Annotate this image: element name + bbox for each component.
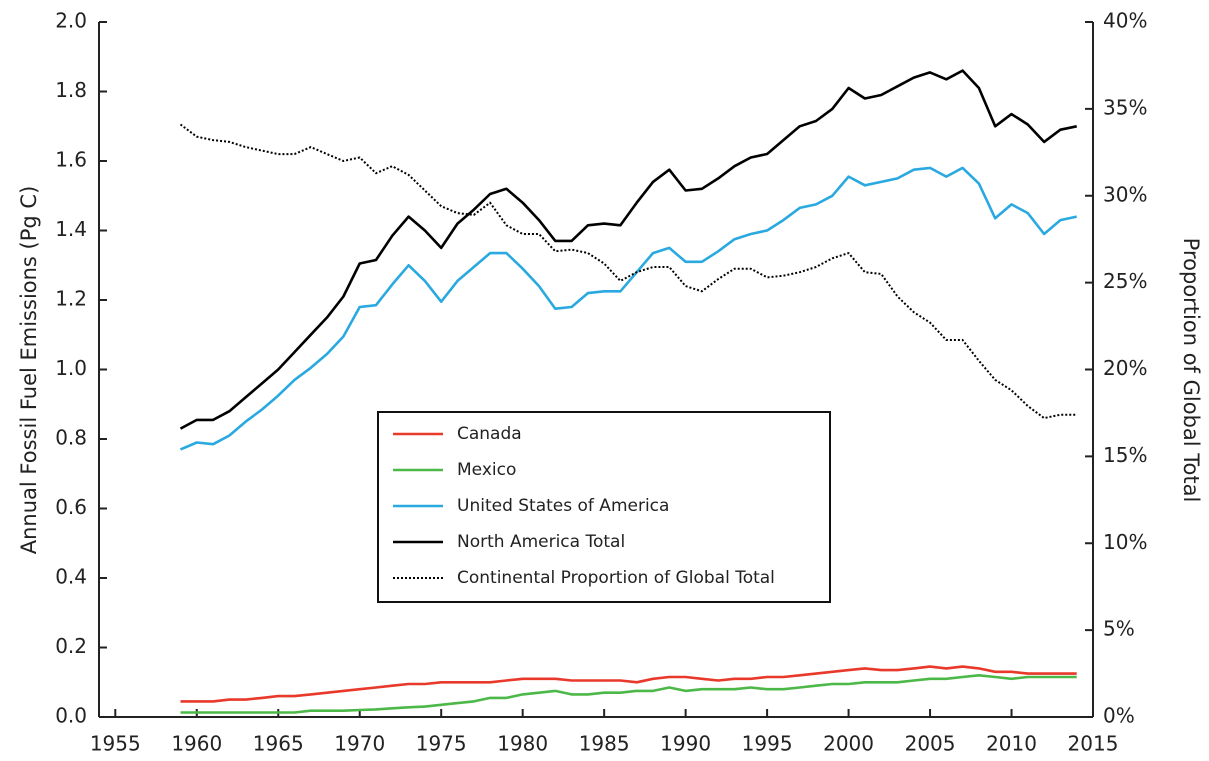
y2-tick-label: 10% [1103, 530, 1147, 554]
y2-tick-label: 35% [1103, 95, 1147, 119]
x-tick-label: 1955 [90, 732, 141, 756]
x-tick-label: 2000 [823, 732, 874, 756]
series-line [179, 69, 1077, 430]
x-tick-label: 1985 [579, 732, 630, 756]
series-line [180, 665, 1077, 703]
x-tick-label: 1990 [660, 732, 711, 756]
y2-tick-label: 30% [1103, 182, 1147, 206]
x-tick-label: 1965 [253, 732, 304, 756]
y-tick-label: 1.2 [55, 287, 87, 311]
y2-tick-label: 5% [1103, 617, 1135, 641]
y-tick-label: 1.4 [55, 217, 87, 241]
legend-label: Continental Proportion of Global Total [457, 568, 775, 588]
y-tick-label: 0.0 [55, 704, 87, 728]
y-tick-label: 1.0 [55, 356, 87, 380]
y2-tick-label: 20% [1103, 356, 1147, 380]
x-tick-label: 1960 [171, 732, 222, 756]
x-tick-label: 1995 [742, 732, 793, 756]
y-tick-label: 2.0 [55, 9, 87, 33]
x-tick-label: 1980 [497, 732, 548, 756]
y-tick-label: 1.8 [55, 78, 87, 102]
legend-box [377, 411, 831, 603]
y2-tick-label: 15% [1103, 443, 1147, 467]
y2-axis-label: Proportion of Global Total [1179, 238, 1203, 503]
y-tick-label: 0.2 [55, 634, 87, 658]
series-line [179, 166, 1077, 451]
y2-tick-label: 40% [1103, 9, 1147, 33]
y-tick-label: 0.6 [55, 495, 87, 519]
x-tick-label: 2010 [986, 732, 1037, 756]
legend: Canada Mexico United States of America Nort… [377, 411, 831, 603]
y2-tick-label: 25% [1103, 269, 1147, 293]
x-tick-label: 2015 [1068, 732, 1119, 756]
legend-label: United States of America [457, 496, 669, 516]
y-tick-label: 1.6 [55, 148, 87, 172]
legend-label: Mexico [457, 460, 516, 480]
x-tick-label: 1975 [416, 732, 467, 756]
series-line [180, 674, 1077, 714]
x-tick-label: 2005 [905, 732, 956, 756]
y-tick-label: 0.4 [55, 565, 87, 589]
x-tick-label: 1970 [334, 732, 385, 756]
y-axis-label: Annual Fossil Fuel Emissions (Pg C) [17, 186, 41, 555]
y2-tick-label: 0% [1103, 704, 1135, 728]
series-line [179, 123, 1077, 420]
legend-label: North America Total [457, 532, 625, 552]
legend-label: Canada [457, 424, 522, 444]
y-tick-label: 0.8 [55, 426, 87, 450]
